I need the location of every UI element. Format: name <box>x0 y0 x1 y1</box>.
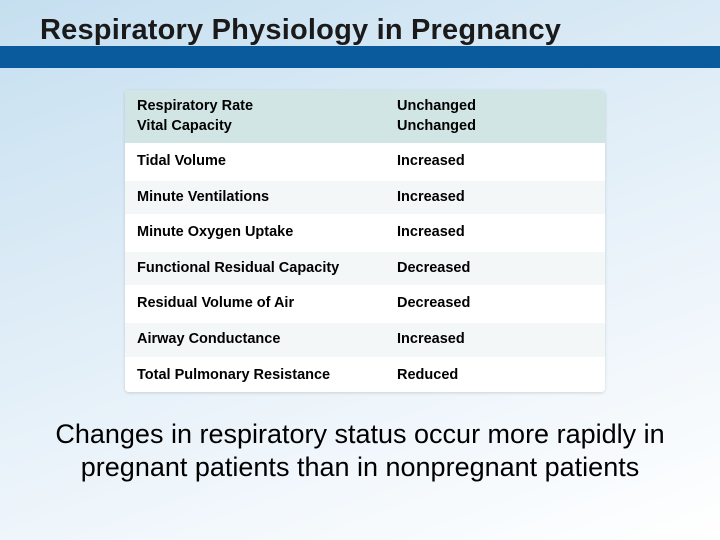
slide-caption: Changes in respiratory status occur more… <box>30 418 690 484</box>
table-cell-change: Unchanged Unchanged <box>385 90 605 143</box>
table-cell-param: Respiratory Rate Vital Capacity <box>125 90 385 143</box>
table-cell-param: Functional Residual Capacity <box>125 252 385 286</box>
header-band <box>0 46 720 68</box>
table-cell-param: Tidal Volume <box>125 145 385 179</box>
table-cell-param: Residual Volume of Air <box>125 287 385 321</box>
physiology-table: Respiratory Rate Vital CapacityUnchanged… <box>125 90 605 392</box>
table-cell-change: Increased <box>385 145 605 179</box>
table-cell-change: Increased <box>385 181 605 215</box>
table-row: Tidal VolumeIncreased <box>125 143 605 179</box>
slide-title: Respiratory Physiology in Pregnancy <box>40 14 561 47</box>
table-cell-change: Decreased <box>385 287 605 321</box>
table-row: Airway ConductanceIncreased <box>125 321 605 357</box>
table-row: Minute VentilationsIncreased <box>125 179 605 215</box>
table-row: Residual Volume of AirDecreased <box>125 285 605 321</box>
table-cell-param: Airway Conductance <box>125 323 385 357</box>
table-row: Respiratory Rate Vital CapacityUnchanged… <box>125 90 605 143</box>
table-cell-param: Minute Ventilations <box>125 181 385 215</box>
table-cell-change: Decreased <box>385 252 605 286</box>
table-row: Minute Oxygen UptakeIncreased <box>125 214 605 250</box>
table-cell-change: Increased <box>385 216 605 250</box>
table-cell-change: Reduced <box>385 359 605 393</box>
table-cell-param: Total Pulmonary Resistance <box>125 359 385 393</box>
table-cell-change: Increased <box>385 323 605 357</box>
table-row: Functional Residual CapacityDecreased <box>125 250 605 286</box>
table-row: Total Pulmonary ResistanceReduced <box>125 357 605 393</box>
table-cell-param: Minute Oxygen Uptake <box>125 216 385 250</box>
